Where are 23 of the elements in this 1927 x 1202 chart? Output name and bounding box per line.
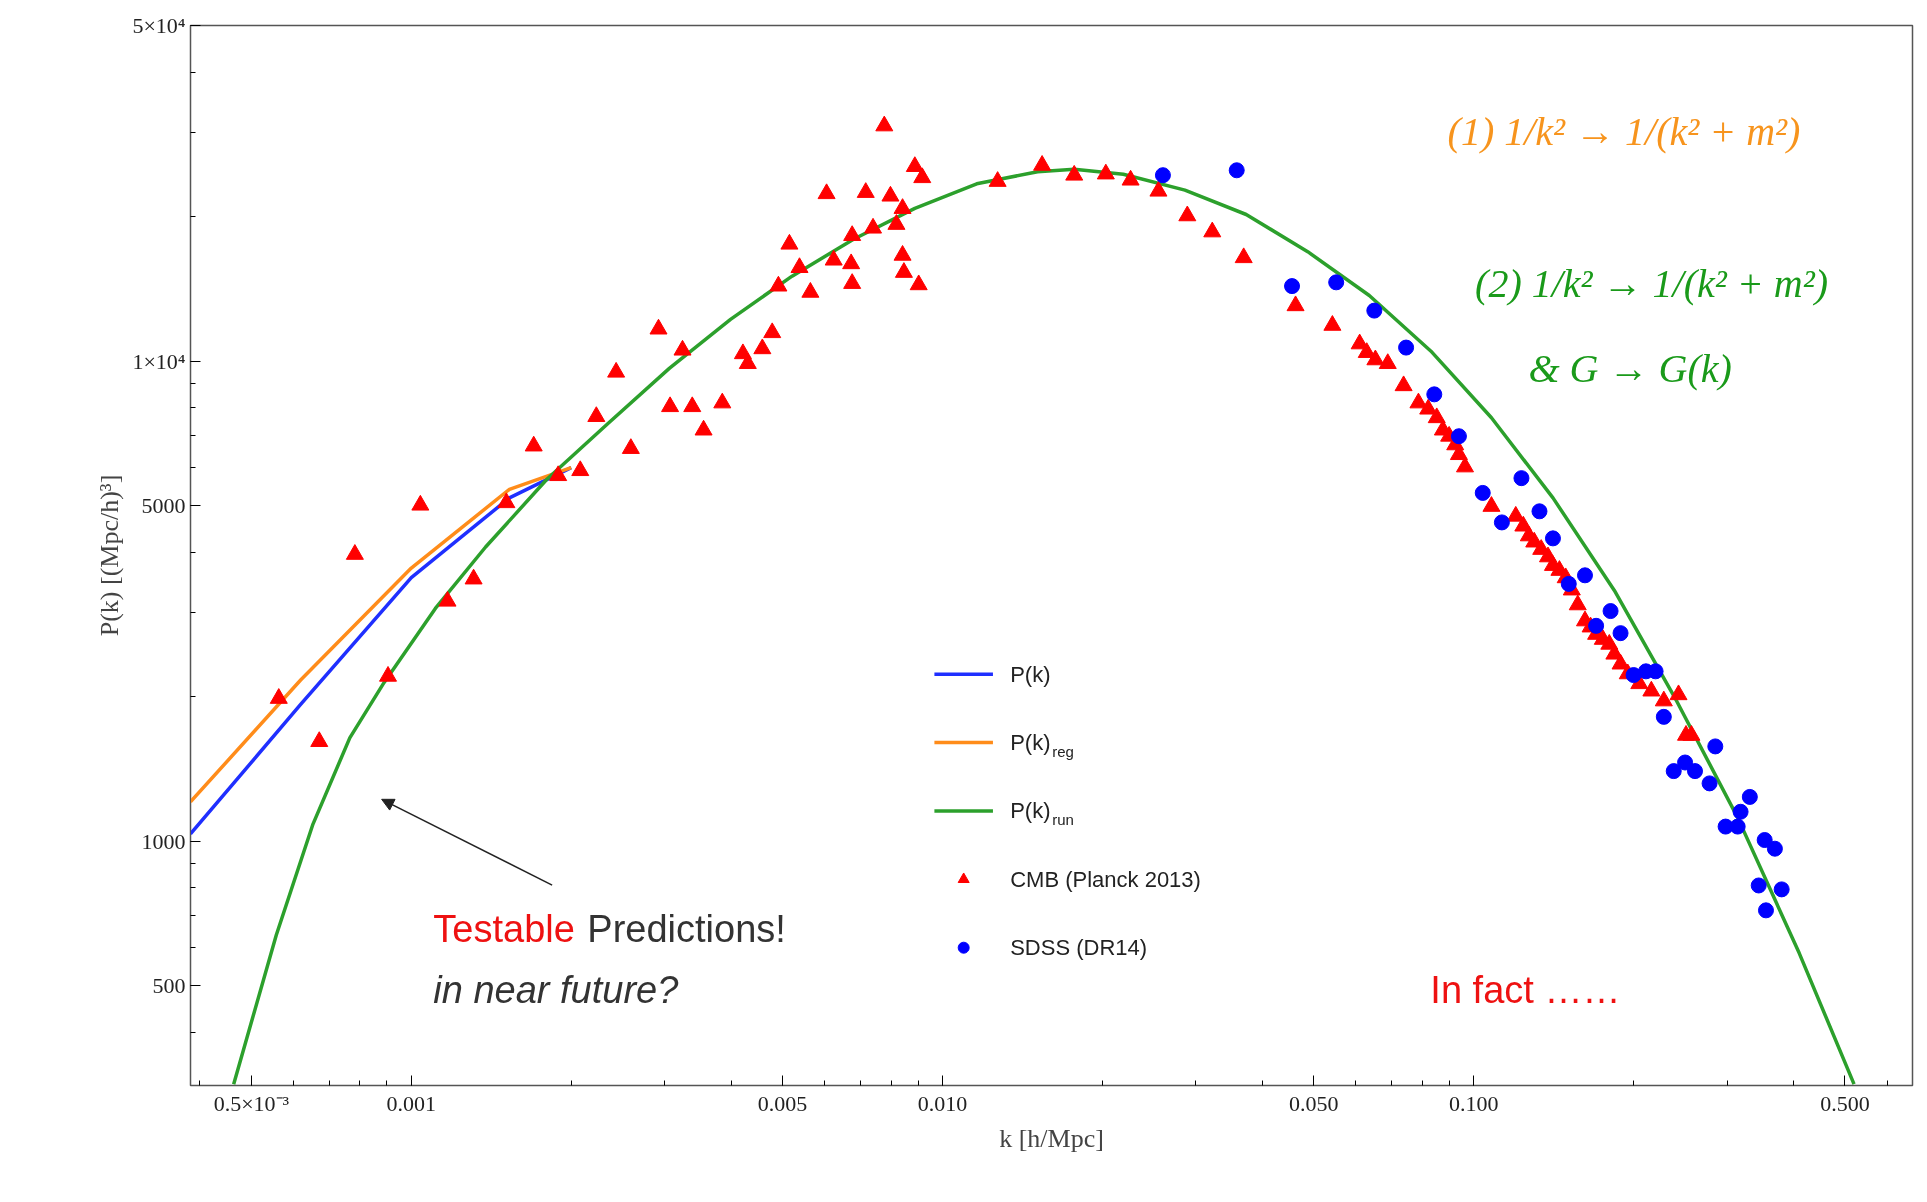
- legend-label: SDSS (DR14): [1010, 935, 1148, 961]
- legend-label: P(k): [1010, 661, 1051, 687]
- x-tick-label: 0.005: [757, 1090, 808, 1116]
- y-tick-label: 5000: [141, 493, 186, 519]
- x-tick-label: 0.010: [917, 1090, 968, 1116]
- y-tick-label: 5×10⁴: [132, 13, 186, 38]
- x-tick-label: 0.5×10⁻³: [213, 1090, 290, 1116]
- annotation: Testable Predictions!: [433, 907, 786, 950]
- x-tick-label: 0.500: [1820, 1090, 1870, 1116]
- y-axis-title: P(k) [(Mpc/h)³]: [95, 474, 125, 637]
- y-tick-label: 1×10⁴: [132, 348, 186, 374]
- x-axis-title: k [h/Mpc]: [999, 1123, 1104, 1153]
- annotation: In fact ……: [1430, 969, 1621, 1012]
- annotation: (2) 1/k² → 1/(k² + m²): [1475, 260, 1828, 306]
- x-tick-label: 0.001: [386, 1090, 437, 1116]
- x-tick-label: 0.050: [1289, 1090, 1339, 1116]
- legend-label: CMB (Planck 2013): [1010, 866, 1201, 892]
- annotation: & G → G(k): [1528, 346, 1732, 392]
- y-tick-label: 500: [152, 973, 186, 999]
- annotation: in near future?: [433, 969, 680, 1012]
- y-tick-label: 1000: [141, 828, 186, 854]
- annotation: (1) 1/k² → 1/(k² + m²): [1447, 109, 1801, 154]
- x-tick-label: 0.100: [1448, 1090, 1499, 1116]
